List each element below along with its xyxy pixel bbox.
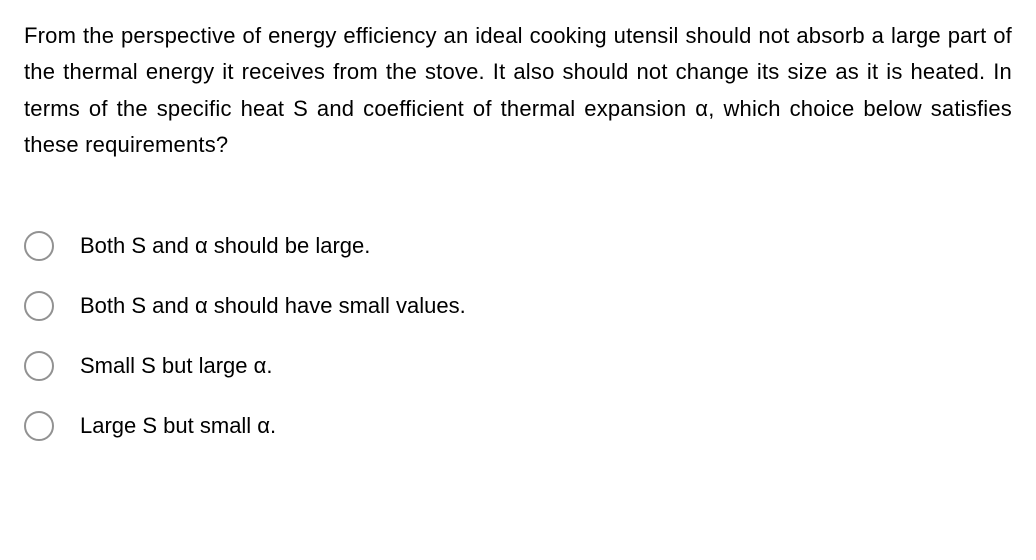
option-row[interactable]: Both S and α should have small values. <box>24 291 1012 321</box>
option-label: Both S and α should have small values. <box>80 292 466 321</box>
radio-icon[interactable] <box>24 411 54 441</box>
option-row[interactable]: Large S but small α. <box>24 411 1012 441</box>
option-label: Both S and α should be large. <box>80 232 370 261</box>
option-row[interactable]: Both S and α should be large. <box>24 231 1012 261</box>
option-label: Large S but small α. <box>80 412 276 441</box>
radio-icon[interactable] <box>24 231 54 261</box>
radio-icon[interactable] <box>24 291 54 321</box>
option-row[interactable]: Small S but large α. <box>24 351 1012 381</box>
options-group: Both S and α should be large. Both S and… <box>24 231 1012 441</box>
option-label: Small S but large α. <box>80 352 272 381</box>
radio-icon[interactable] <box>24 351 54 381</box>
question-text: From the perspective of energy efficienc… <box>24 18 1012 163</box>
